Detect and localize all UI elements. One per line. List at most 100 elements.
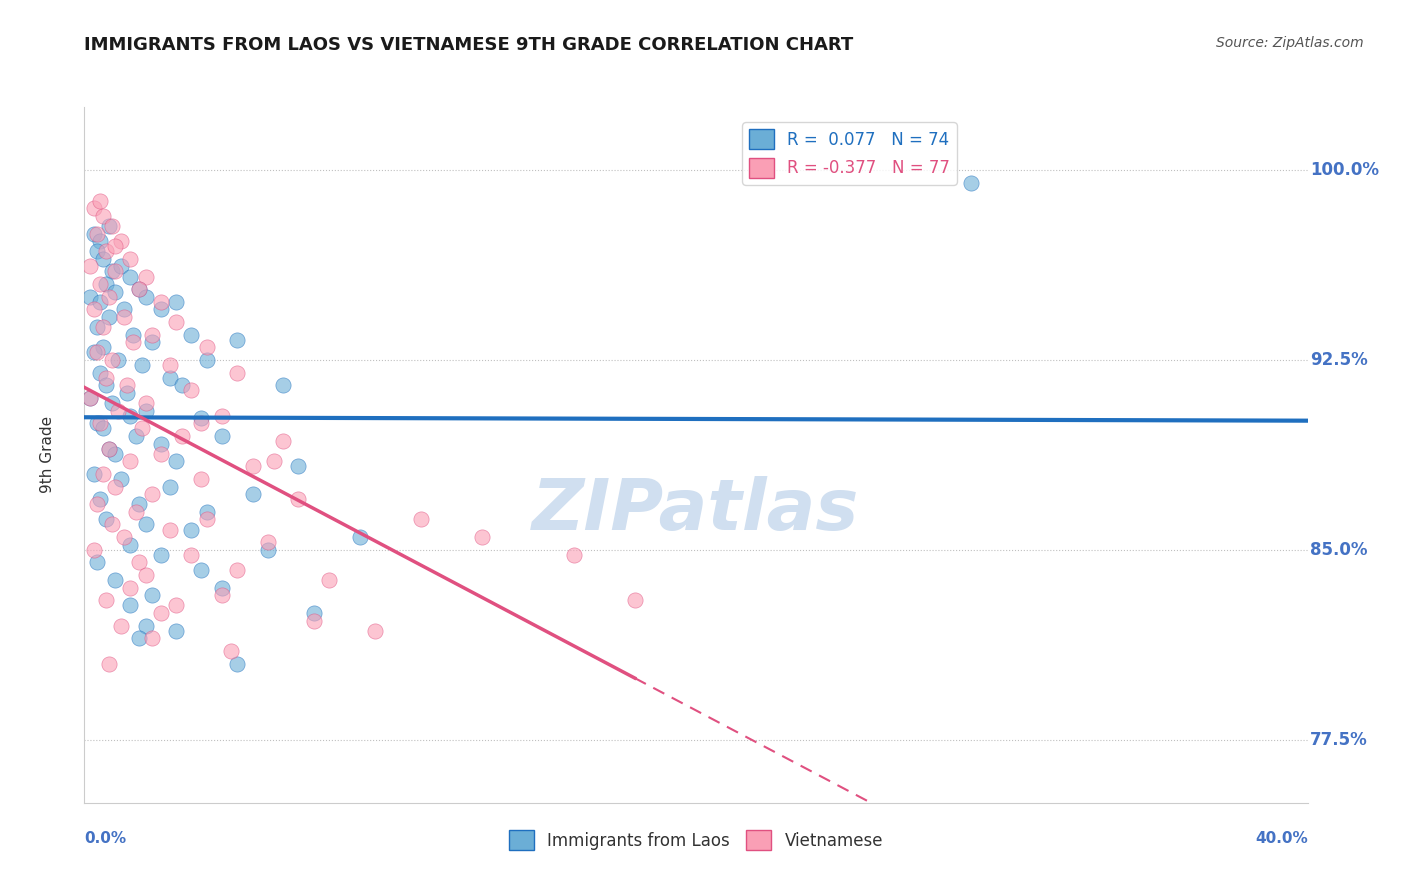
Point [107, 403, 129, 417]
Point [122, 335, 145, 350]
Point [110, 472, 132, 486]
Point [83, 467, 105, 481]
Point [112, 302, 135, 317]
Point [86, 556, 108, 570]
Point [180, 327, 202, 342]
Point [149, 447, 172, 461]
Text: 9th Grade: 9th Grade [41, 417, 55, 493]
Point [128, 497, 150, 511]
Point [101, 353, 124, 368]
Point [165, 454, 187, 468]
Point [86, 227, 108, 241]
Point [302, 614, 325, 628]
Point [135, 403, 157, 417]
Point [120, 269, 142, 284]
Point [135, 290, 157, 304]
Point [115, 386, 138, 401]
Point [112, 310, 135, 324]
Point [79, 290, 101, 304]
Text: ZIPatlas: ZIPatlas [533, 476, 859, 545]
Point [180, 548, 202, 562]
Point [86, 244, 108, 259]
Point [149, 606, 172, 620]
Text: 77.5%: 77.5% [1310, 731, 1368, 748]
Point [115, 378, 138, 392]
Point [89, 492, 111, 507]
Point [141, 487, 163, 501]
Point [89, 234, 111, 248]
Point [131, 421, 153, 435]
Point [83, 345, 105, 359]
Point [120, 581, 142, 595]
Point [86, 497, 108, 511]
Point [131, 358, 153, 372]
Text: 85.0%: 85.0% [1310, 541, 1368, 558]
Point [110, 618, 132, 632]
Point [120, 538, 142, 552]
Point [141, 327, 163, 342]
Point [562, 548, 585, 562]
Text: 40.0%: 40.0% [1254, 830, 1308, 846]
Point [195, 505, 218, 519]
Point [180, 523, 202, 537]
Point [128, 632, 150, 646]
Point [104, 264, 127, 278]
Point [242, 459, 264, 474]
Point [91, 252, 114, 266]
Point [172, 378, 194, 392]
Point [141, 588, 163, 602]
Point [159, 370, 181, 384]
Point [471, 530, 494, 544]
Point [318, 573, 340, 587]
Point [89, 277, 111, 292]
Point [128, 556, 150, 570]
Point [287, 492, 309, 507]
Point [135, 618, 157, 632]
Point [257, 535, 280, 549]
Point [226, 563, 249, 577]
Point [97, 290, 120, 304]
Point [149, 436, 172, 450]
Point [226, 333, 249, 347]
Point [94, 593, 117, 607]
Point [91, 209, 114, 223]
Point [242, 487, 264, 501]
Point [79, 260, 101, 274]
Point [89, 294, 111, 309]
Point [91, 421, 114, 435]
Point [172, 429, 194, 443]
Text: 100.0%: 100.0% [1310, 161, 1379, 179]
Point [110, 234, 132, 248]
Point [94, 370, 117, 384]
Point [141, 335, 163, 350]
Point [91, 320, 114, 334]
Legend: Immigrants from Laos, Vietnamese: Immigrants from Laos, Vietnamese [502, 823, 890, 857]
Point [165, 315, 187, 329]
Point [349, 530, 371, 544]
Point [110, 260, 132, 274]
Point [960, 176, 983, 190]
Point [83, 201, 105, 215]
Point [135, 269, 157, 284]
Point [104, 479, 127, 493]
Point [125, 429, 148, 443]
Point [104, 239, 127, 253]
Point [624, 593, 647, 607]
Point [180, 384, 202, 398]
Point [364, 624, 387, 638]
Point [211, 409, 233, 423]
Point [128, 282, 150, 296]
Point [226, 366, 249, 380]
Point [190, 411, 212, 425]
Point [159, 523, 181, 537]
Point [141, 632, 163, 646]
Point [97, 657, 120, 671]
Point [211, 581, 233, 595]
Point [287, 459, 309, 474]
Point [94, 277, 117, 292]
Text: 92.5%: 92.5% [1310, 351, 1368, 369]
Point [89, 417, 111, 431]
Point [101, 396, 124, 410]
Text: 0.0%: 0.0% [84, 830, 127, 846]
Point [94, 378, 117, 392]
